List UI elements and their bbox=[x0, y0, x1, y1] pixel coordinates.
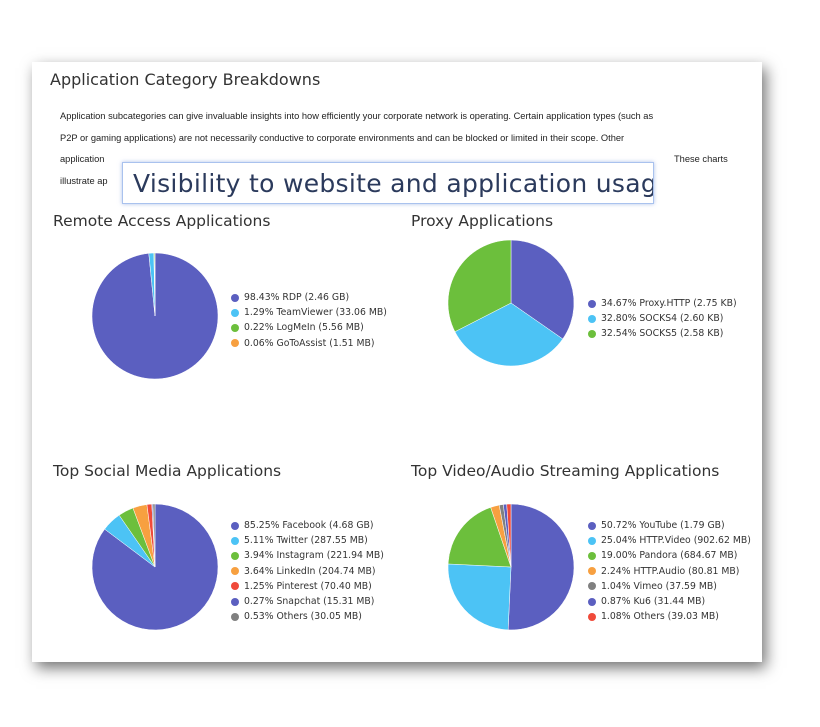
chart-title-social: Top Social Media Applications bbox=[53, 462, 282, 480]
legend-item: 1.04% Vimeo (37.59 MB) bbox=[588, 579, 751, 594]
legend-dot-icon bbox=[588, 536, 596, 545]
legend-label: 1.08% Others (39.03 MB) bbox=[601, 611, 719, 623]
caption-overlay: Visibility to website and application us… bbox=[122, 162, 654, 204]
legend-dot-icon bbox=[231, 339, 239, 348]
chart-title-remote: Remote Access Applications bbox=[53, 212, 271, 230]
legend-label: 0.22% LogMeIn (5.56 MB) bbox=[244, 322, 364, 334]
legend-dot-icon bbox=[231, 567, 239, 576]
legend-label: 2.24% HTTP.Audio (80.81 MB) bbox=[601, 565, 740, 577]
legend-remote: 98.43% RDP (2.46 GB) 1.29% TeamViewer (33… bbox=[231, 290, 387, 351]
pie-slice bbox=[447, 563, 512, 631]
legend-proxy: 34.67% Proxy.HTTP (2.75 KB) 32.80% SOCKS4… bbox=[588, 296, 737, 342]
legend-label: 32.54% SOCKS5 (2.58 KB) bbox=[601, 328, 724, 340]
legend-item: 34.67% Proxy.HTTP (2.75 KB) bbox=[588, 296, 737, 311]
legend-video: 50.72% YouTube (1.79 GB) 25.04% HTTP.Vide… bbox=[588, 518, 751, 624]
legend-label: 3.94% Instagram (221.94 MB) bbox=[244, 550, 384, 562]
pie-slice bbox=[510, 239, 575, 340]
legend-dot-icon bbox=[588, 567, 596, 576]
legend-label: 5.11% Twitter (287.55 MB) bbox=[244, 535, 368, 547]
legend-item: 32.80% SOCKS4 (2.60 KB) bbox=[588, 311, 737, 326]
legend-dot-icon bbox=[588, 521, 596, 530]
legend-dot-icon bbox=[588, 582, 596, 591]
legend-item: 25.04% HTTP.Video (902.62 MB) bbox=[588, 533, 751, 548]
pie-slice bbox=[447, 507, 512, 568]
legend-item: 1.25% Pinterest (70.40 MB) bbox=[231, 579, 384, 594]
pie-chart-remote bbox=[91, 252, 219, 380]
legend-label: 1.25% Pinterest (70.40 MB) bbox=[244, 580, 372, 592]
legend-label: 85.25% Facebook (4.68 GB) bbox=[244, 520, 374, 531]
legend-item: 1.29% TeamViewer (33.06 MB) bbox=[231, 305, 387, 320]
chart-title-video: Top Video/Audio Streaming Applications bbox=[411, 462, 720, 480]
legend-dot-icon bbox=[588, 597, 596, 606]
legend-dot-icon bbox=[231, 552, 239, 560]
legend-dot-icon bbox=[231, 293, 239, 302]
legend-label: 19.00% Pandora (684.67 MB) bbox=[601, 550, 738, 562]
page-title: Application Category Breakdowns bbox=[50, 70, 321, 89]
legend-label: 1.04% Vimeo (37.59 MB) bbox=[601, 580, 717, 592]
legend-dot-icon bbox=[231, 521, 239, 530]
legend-dot-icon bbox=[588, 299, 596, 308]
legend-dot-icon bbox=[231, 308, 239, 317]
paragraph-line: application These charts bbox=[60, 149, 750, 171]
chart-title-proxy: Proxy Applications bbox=[411, 212, 554, 230]
paragraph-line: P2P or gaming applications) are not nece… bbox=[60, 132, 625, 143]
report-panel: Application Category Breakdowns Applicat… bbox=[32, 62, 762, 662]
legend-dot-icon bbox=[231, 324, 239, 332]
legend-item: 0.87% Ku6 (31.44 MB) bbox=[588, 594, 751, 609]
legend-dot-icon bbox=[588, 330, 596, 338]
legend-item: 3.64% LinkedIn (204.74 MB) bbox=[231, 564, 384, 579]
legend-dot-icon bbox=[588, 612, 596, 621]
paragraph-line: illustrate ap bbox=[60, 175, 108, 186]
legend-item: 0.27% Snapchat (15.31 MB) bbox=[231, 594, 384, 609]
paragraph-line: Application subcategories can give inval… bbox=[60, 111, 654, 121]
pie-slice bbox=[447, 239, 512, 333]
legend-label: 0.53% Others (30.05 MB) bbox=[244, 611, 362, 623]
pie-chart-proxy bbox=[447, 239, 575, 367]
legend-dot-icon bbox=[231, 582, 239, 591]
pie-slice bbox=[152, 503, 156, 568]
legend-item: 5.11% Twitter (287.55 MB) bbox=[231, 533, 384, 548]
pie-slice bbox=[454, 302, 564, 367]
legend-label: 32.80% SOCKS4 (2.60 KB) bbox=[601, 313, 724, 325]
legend-dot-icon bbox=[231, 597, 239, 606]
legend-item: 19.00% Pandora (684.67 MB) bbox=[588, 548, 751, 563]
legend-label: 25.04% HTTP.Video (902.62 MB) bbox=[601, 535, 751, 547]
intro-paragraph: Application subcategories can give inval… bbox=[60, 106, 750, 192]
legend-dot-icon bbox=[231, 536, 239, 545]
legend-item: 98.43% RDP (2.46 GB) bbox=[231, 290, 387, 305]
pie-slice bbox=[507, 503, 575, 631]
paragraph-fragment: application bbox=[60, 154, 105, 164]
legend-item: 0.06% GoToAssist (1.51 MB) bbox=[231, 336, 387, 351]
legend-item: 2.24% HTTP.Audio (80.81 MB) bbox=[588, 564, 751, 579]
legend-item: 50.72% YouTube (1.79 GB) bbox=[588, 518, 751, 533]
legend-dot-icon bbox=[588, 314, 596, 323]
legend-label: 0.27% Snapchat (15.31 MB) bbox=[244, 596, 375, 608]
legend-label: 1.29% TeamViewer (33.06 MB) bbox=[244, 307, 387, 319]
legend-label: 98.43% RDP (2.46 GB) bbox=[244, 292, 350, 303]
legend-label: 3.64% LinkedIn (204.74 MB) bbox=[244, 565, 376, 577]
legend-item: 3.94% Instagram (221.94 MB) bbox=[231, 548, 384, 563]
pie-chart-social bbox=[91, 503, 219, 631]
pie-slice bbox=[506, 503, 512, 568]
legend-dot-icon bbox=[588, 552, 596, 560]
legend-item: 0.22% LogMeIn (5.56 MB) bbox=[231, 320, 387, 335]
legend-item: 0.53% Others (30.05 MB) bbox=[231, 609, 384, 624]
legend-label: 0.06% GoToAssist (1.51 MB) bbox=[244, 337, 375, 349]
legend-social: 85.25% Facebook (4.68 GB) 5.11% Twitter (… bbox=[231, 518, 384, 624]
legend-item: 85.25% Facebook (4.68 GB) bbox=[231, 518, 384, 533]
legend-label: 34.67% Proxy.HTTP (2.75 KB) bbox=[601, 298, 737, 309]
pie-chart-video bbox=[447, 503, 575, 631]
legend-item: 1.08% Others (39.03 MB) bbox=[588, 609, 751, 624]
legend-label: 50.72% YouTube (1.79 GB) bbox=[601, 520, 725, 531]
legend-label: 0.87% Ku6 (31.44 MB) bbox=[601, 596, 706, 608]
legend-item: 32.54% SOCKS5 (2.58 KB) bbox=[588, 326, 737, 341]
legend-dot-icon bbox=[231, 612, 239, 621]
paragraph-fragment: These charts bbox=[674, 154, 728, 164]
